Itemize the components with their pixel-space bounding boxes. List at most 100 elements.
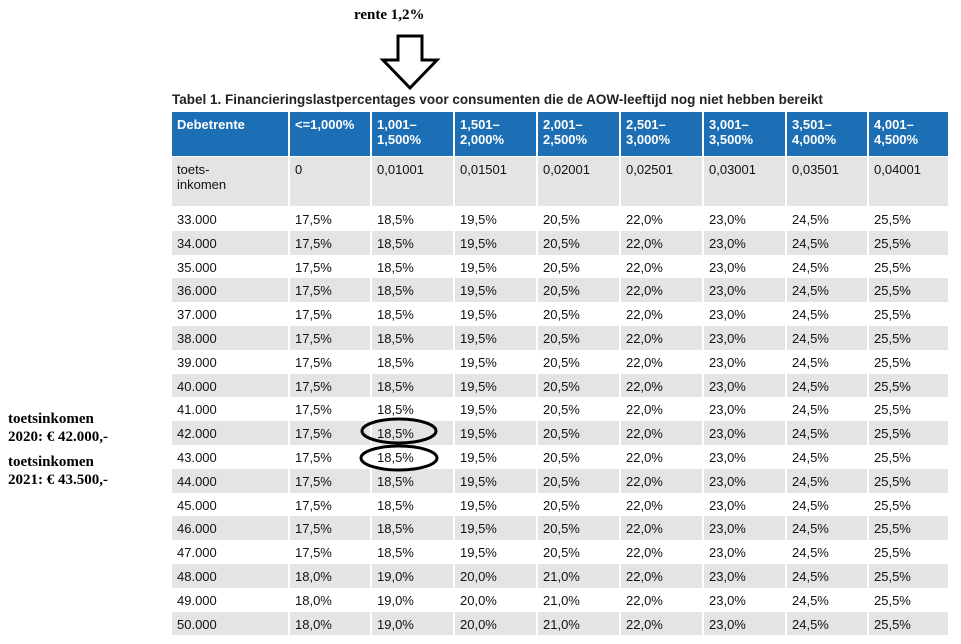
- table-cell: 50.000: [172, 611, 290, 636]
- table-cell: 23,0%: [704, 278, 787, 303]
- table-cell: 42.000: [172, 421, 290, 445]
- table-cell: 23,0%: [704, 421, 787, 445]
- table-cell: 44.000: [172, 468, 290, 493]
- table-cell: 24,5%: [787, 540, 869, 564]
- table-cell: Debetrente: [172, 112, 290, 156]
- table-cell: 23,0%: [704, 468, 787, 493]
- table-cell: 25,5%: [869, 516, 950, 541]
- table-cell: 22,0%: [621, 540, 704, 564]
- table-cell: 20,5%: [538, 302, 621, 326]
- table-cell: 17,5%: [290, 373, 372, 398]
- table-cell: 33.000: [172, 207, 290, 231]
- table-cell: 19,5%: [455, 468, 538, 493]
- table-cell: 45.000: [172, 492, 290, 517]
- table-cell: 17,5%: [290, 278, 372, 303]
- table-cell: 18,5%: [372, 302, 455, 326]
- table-cell: 17,5%: [290, 302, 372, 326]
- table-cell: 19,5%: [455, 207, 538, 231]
- table-cell: 48.000: [172, 564, 290, 588]
- table-cell: 18,5%: [372, 326, 455, 350]
- table-cell: 22,0%: [621, 468, 704, 493]
- table-cell: 22,0%: [621, 445, 704, 469]
- table-cell: 17,5%: [290, 421, 372, 445]
- table-cell: 0,03001: [704, 157, 787, 206]
- table-cell: 17,5%: [290, 397, 372, 422]
- table-cell: 20,5%: [538, 397, 621, 422]
- table-cell: 22,0%: [621, 587, 704, 612]
- table-cell: 25,5%: [869, 349, 950, 374]
- table-cell: 20,5%: [538, 540, 621, 564]
- table-cell: 25,5%: [869, 326, 950, 350]
- table-cell: 20,5%: [538, 230, 621, 255]
- table-cell: 22,0%: [621, 373, 704, 398]
- table-cell: 24,5%: [787, 349, 869, 374]
- table-cell: 25,5%: [869, 207, 950, 231]
- table-cell: 17,5%: [290, 492, 372, 517]
- table-cell: 18,5%: [372, 278, 455, 303]
- table-cell: 0,04001: [869, 157, 950, 206]
- table-cell: 24,5%: [787, 516, 869, 541]
- table-cell: 25,5%: [869, 468, 950, 493]
- table-cell: 0,01001: [372, 157, 455, 206]
- table-cell: 0: [290, 157, 372, 206]
- table-cell: 20,5%: [538, 421, 621, 445]
- table-cell: 24,5%: [787, 587, 869, 612]
- table-cell: 46.000: [172, 516, 290, 541]
- table-cell: 18,5%: [372, 349, 455, 374]
- table-cell: 3,001– 3,500%: [704, 112, 787, 156]
- table-cell: 19,0%: [372, 564, 455, 588]
- table-cell: 22,0%: [621, 349, 704, 374]
- table-cell: 23,0%: [704, 254, 787, 279]
- table-cell: 19,5%: [455, 373, 538, 398]
- table-cell: 24,5%: [787, 445, 869, 469]
- table-cell: 20,5%: [538, 326, 621, 350]
- table-cell: 2,001– 2,500%: [538, 112, 621, 156]
- table-cell: 18,0%: [290, 587, 372, 612]
- table-cell: 17,5%: [290, 468, 372, 493]
- table-cell: 25,5%: [869, 564, 950, 588]
- table-cell: 21,0%: [538, 564, 621, 588]
- table-cell: 24,5%: [787, 397, 869, 422]
- table-cell: 17,5%: [290, 230, 372, 255]
- table-cell: 22,0%: [621, 611, 704, 636]
- table-cell: 18,0%: [290, 564, 372, 588]
- table-cell: 24,5%: [787, 326, 869, 350]
- table-cell: 20,0%: [455, 564, 538, 588]
- table-cell: 0,03501: [787, 157, 869, 206]
- table-cell: 17,5%: [290, 326, 372, 350]
- table-cell: 17,5%: [290, 445, 372, 469]
- table-cell: 18,0%: [290, 611, 372, 636]
- table-cell: 19,5%: [455, 254, 538, 279]
- table-cell: 4,001– 4,500%: [869, 112, 950, 156]
- table-cell: 23,0%: [704, 540, 787, 564]
- table-cell: 17,5%: [290, 516, 372, 541]
- table-cell: 18,5%: [372, 468, 455, 493]
- highlight-ellipse: [360, 417, 438, 445]
- table-cell: 18,5%: [372, 516, 455, 541]
- table-cell: 19,5%: [455, 349, 538, 374]
- table-cell: 40.000: [172, 373, 290, 398]
- table-cell: 49.000: [172, 587, 290, 612]
- table-cell: 20,5%: [538, 373, 621, 398]
- table-cell: 20,5%: [538, 445, 621, 469]
- table-cell: 23,0%: [704, 230, 787, 255]
- table-cell: 20,0%: [455, 611, 538, 636]
- table-cell: 19,5%: [455, 516, 538, 541]
- table-cell: 25,5%: [869, 540, 950, 564]
- table-cell: 19,0%: [372, 611, 455, 636]
- table-cell: toets- inkomen: [172, 157, 290, 206]
- table-cell: 19,5%: [455, 326, 538, 350]
- table-cell: 22,0%: [621, 278, 704, 303]
- table-cell: 1,001– 1,500%: [372, 112, 455, 156]
- table-cell: 17,5%: [290, 349, 372, 374]
- table-cell: 38.000: [172, 326, 290, 350]
- table-cell: 19,5%: [455, 445, 538, 469]
- table-cell: 20,5%: [538, 468, 621, 493]
- table-cell: 22,0%: [621, 326, 704, 350]
- table-cell: 34.000: [172, 230, 290, 255]
- table-cell: 18,5%: [372, 373, 455, 398]
- table-cell: 18,5%: [372, 254, 455, 279]
- table-cell: 24,5%: [787, 611, 869, 636]
- table-cell: 22,0%: [621, 421, 704, 445]
